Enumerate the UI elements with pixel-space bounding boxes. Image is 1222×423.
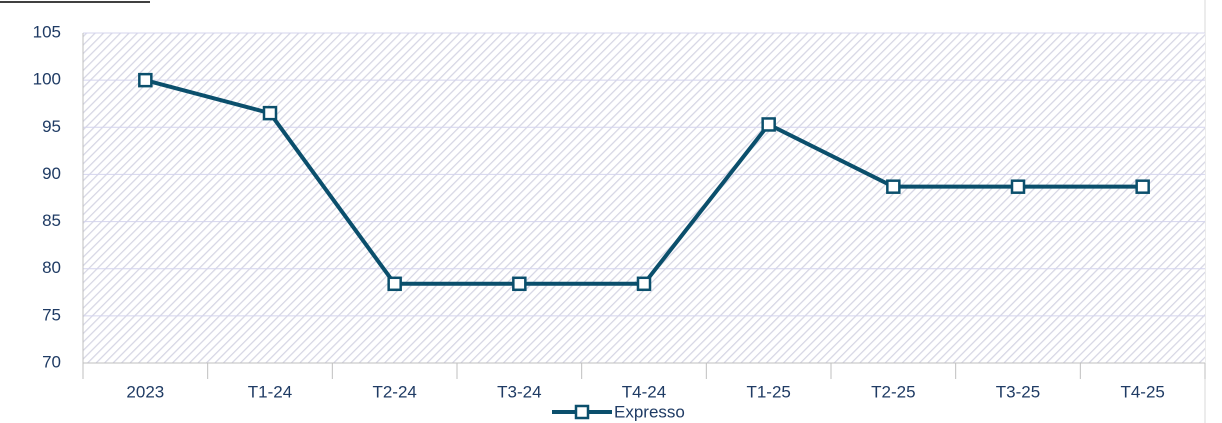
x-tick-label: T4-25 (1120, 382, 1164, 401)
point-marker (636, 276, 652, 292)
x-tick-label: T4-24 (622, 382, 666, 401)
y-tick-label: 70 (42, 352, 61, 371)
x-tick-label: T2-24 (372, 382, 416, 401)
point-marker (512, 276, 527, 292)
x-tick-label: T2-25 (871, 382, 915, 401)
x-tick-label: 2023 (126, 382, 164, 401)
y-tick-label: 95 (42, 117, 61, 136)
point-marker (761, 117, 776, 132)
y-tick-label: 80 (42, 258, 61, 277)
y-tick-label: 105 (33, 22, 61, 41)
point-marker (886, 179, 901, 194)
y-tick-label: 75 (42, 305, 61, 324)
x-tick-label: T3-25 (996, 382, 1040, 401)
point-marker (387, 276, 402, 292)
legend-label: Expresso (614, 402, 685, 421)
x-tick-label: T1-25 (746, 382, 790, 401)
x-tick-label: T1-24 (248, 382, 292, 401)
point-marker (138, 72, 153, 88)
x-tick-label: T3-24 (497, 382, 541, 401)
y-tick-label: 100 (33, 70, 61, 89)
point-marker (1010, 179, 1026, 194)
plot-area (83, 33, 1205, 363)
point-marker (1135, 179, 1150, 194)
point-marker (262, 105, 278, 121)
y-tick-label: 90 (42, 164, 61, 183)
legend-marker (574, 404, 590, 420)
y-tick-label: 85 (42, 211, 61, 230)
